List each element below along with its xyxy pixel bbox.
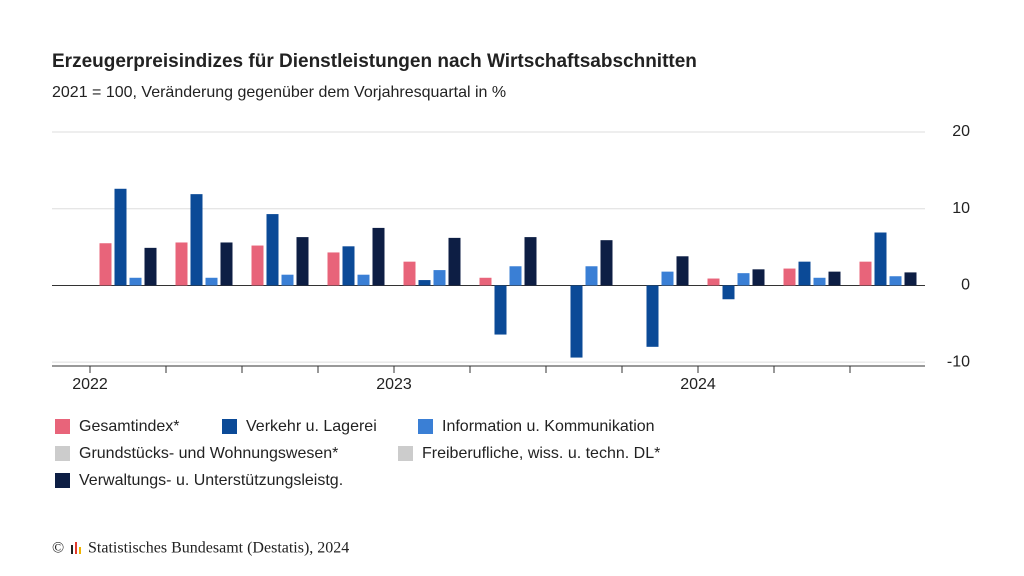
bar (357, 274, 370, 286)
bar (418, 280, 431, 286)
x-tick-label: 2022 (72, 376, 108, 393)
legend-label: Verkehr u. Lagerei (246, 418, 377, 435)
bar (813, 277, 826, 286)
bar (296, 237, 309, 286)
bar (372, 227, 385, 286)
legend-label: Grundstücks- und Wohnungswesen* (79, 445, 338, 462)
bar (433, 270, 446, 286)
bar (661, 271, 674, 286)
bar (175, 242, 188, 286)
bar (752, 269, 765, 286)
bar (220, 242, 233, 286)
bar (646, 285, 659, 347)
bar (585, 266, 598, 286)
bar (266, 214, 279, 286)
bar (524, 237, 537, 286)
bar (327, 252, 340, 286)
bar (144, 247, 157, 286)
chart-title: Erzeugerpreisindizes für Dienstleistunge… (52, 51, 697, 72)
legend-label: Gesamtindex* (79, 418, 180, 435)
legend-swatch (55, 473, 70, 488)
legend-swatch (55, 419, 70, 434)
bar (707, 278, 720, 286)
bar (874, 232, 887, 286)
bar (281, 274, 294, 286)
legend-swatch (418, 419, 433, 434)
legend-swatch (222, 419, 237, 434)
y-tick-label: 0 (961, 277, 970, 294)
legend-label: Information u. Kommunikation (442, 418, 655, 435)
bar (737, 273, 750, 286)
bar (904, 272, 917, 286)
y-tick-label: -10 (947, 353, 970, 370)
legend-swatch (398, 446, 413, 461)
legend-swatch (55, 446, 70, 461)
bar (129, 277, 142, 286)
bar (600, 240, 613, 286)
bar (889, 276, 902, 286)
legend-label: Freiberufliche, wiss. u. techn. DL* (422, 445, 660, 462)
bar (509, 266, 522, 286)
bar (570, 285, 583, 358)
y-tick-label: 10 (952, 200, 970, 217)
bar (205, 277, 218, 286)
bar (676, 256, 689, 286)
bar (722, 285, 735, 300)
bar (190, 194, 203, 286)
bar (342, 246, 355, 286)
logo (71, 542, 81, 554)
bar (403, 261, 416, 286)
bar (99, 243, 112, 286)
x-tick-label: 2024 (680, 376, 716, 393)
bar (479, 277, 492, 286)
y-tick-label: 20 (952, 123, 970, 140)
bar (494, 285, 507, 335)
chart-subtitle: 2021 = 100, Veränderung gegenüber dem Vo… (52, 84, 506, 101)
bar (798, 261, 811, 286)
x-tick-label: 2023 (376, 376, 412, 393)
source: Statistisches Bundesamt (Destatis), 2024 (88, 540, 349, 557)
legend-label: Verwaltungs- u. Unterstützungsleistg. (79, 472, 343, 489)
bar (448, 237, 461, 286)
copyright: © (52, 540, 64, 557)
bar (783, 268, 796, 286)
bar (251, 245, 264, 286)
bar (114, 188, 127, 286)
bar (859, 261, 872, 286)
bar (828, 271, 841, 286)
